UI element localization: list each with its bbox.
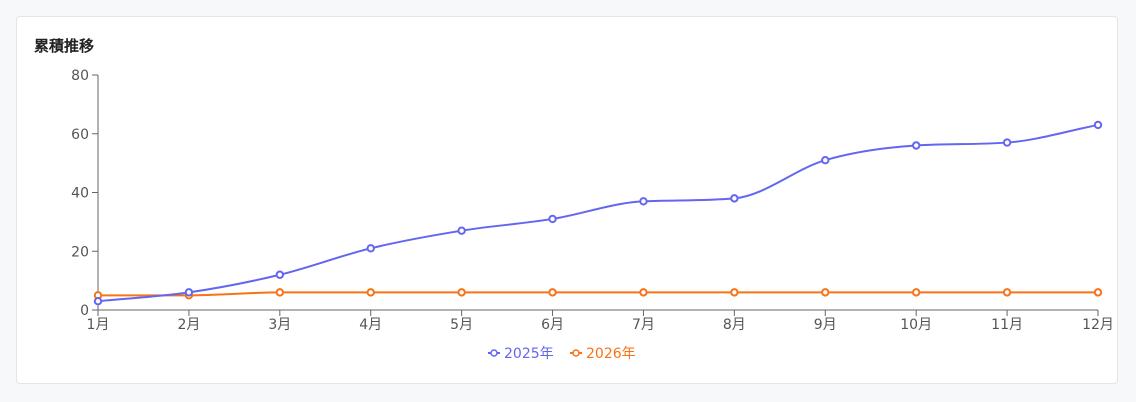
x-tick-label: 7月	[632, 317, 655, 333]
chart-title: 累積推移	[34, 37, 95, 55]
series-line-2025年	[97, 123, 1099, 303]
chart-card: 累積推移	[16, 16, 1118, 384]
y-tick-label: 80	[71, 68, 89, 84]
y-tick-label: 0	[80, 303, 89, 319]
data-point-2026年	[730, 288, 739, 297]
data-point-2025年	[1093, 120, 1103, 130]
data-point-2025年	[93, 296, 103, 306]
x-tick-label: 9月	[814, 317, 837, 333]
y-tick-label: 20	[71, 244, 89, 260]
series-line-2026年	[98, 291, 1098, 297]
data-point-2025年	[911, 141, 921, 150]
x-tick-label: 12月	[1082, 317, 1114, 333]
data-point-2025年	[275, 270, 285, 279]
data-point-2025年	[730, 194, 739, 203]
x-tick-label: 2月	[177, 317, 200, 333]
y-tick-label: 40	[71, 186, 89, 202]
data-point-2025年	[548, 214, 557, 224]
data-point-2026年	[275, 288, 285, 297]
data-point-2026年	[548, 288, 557, 297]
data-point-2026年	[1093, 288, 1103, 297]
data-point-2026年	[639, 288, 648, 297]
data-point-2026年	[366, 288, 375, 297]
data-point-2025年	[639, 197, 648, 206]
x-tick-label: 10月	[900, 317, 932, 333]
x-tick-label: 11月	[991, 317, 1023, 333]
data-point-2025年	[821, 155, 830, 165]
data-point-2026年	[821, 288, 830, 297]
data-point-2025年	[1002, 138, 1012, 147]
legend-marker-point	[490, 349, 498, 357]
x-tick-label: 5月	[450, 317, 473, 333]
y-tick-label: 60	[71, 127, 89, 143]
legend-marker-point	[572, 349, 580, 357]
x-tick-label: 6月	[541, 317, 564, 333]
legend-label: 2025年	[504, 346, 554, 362]
x-tick-label: 4月	[359, 317, 382, 333]
x-tick-label: 8月	[723, 317, 746, 333]
data-point-2025年	[457, 226, 466, 235]
data-point-2025年	[366, 244, 375, 253]
data-point-2025年	[184, 288, 194, 297]
legend-label: 2026年	[586, 346, 636, 362]
x-tick-label: 1月	[87, 317, 110, 333]
data-point-2026年	[911, 288, 921, 297]
data-point-2026年	[1002, 288, 1012, 297]
data-point-2026年	[457, 288, 466, 297]
x-tick-label: 3月	[268, 317, 291, 333]
